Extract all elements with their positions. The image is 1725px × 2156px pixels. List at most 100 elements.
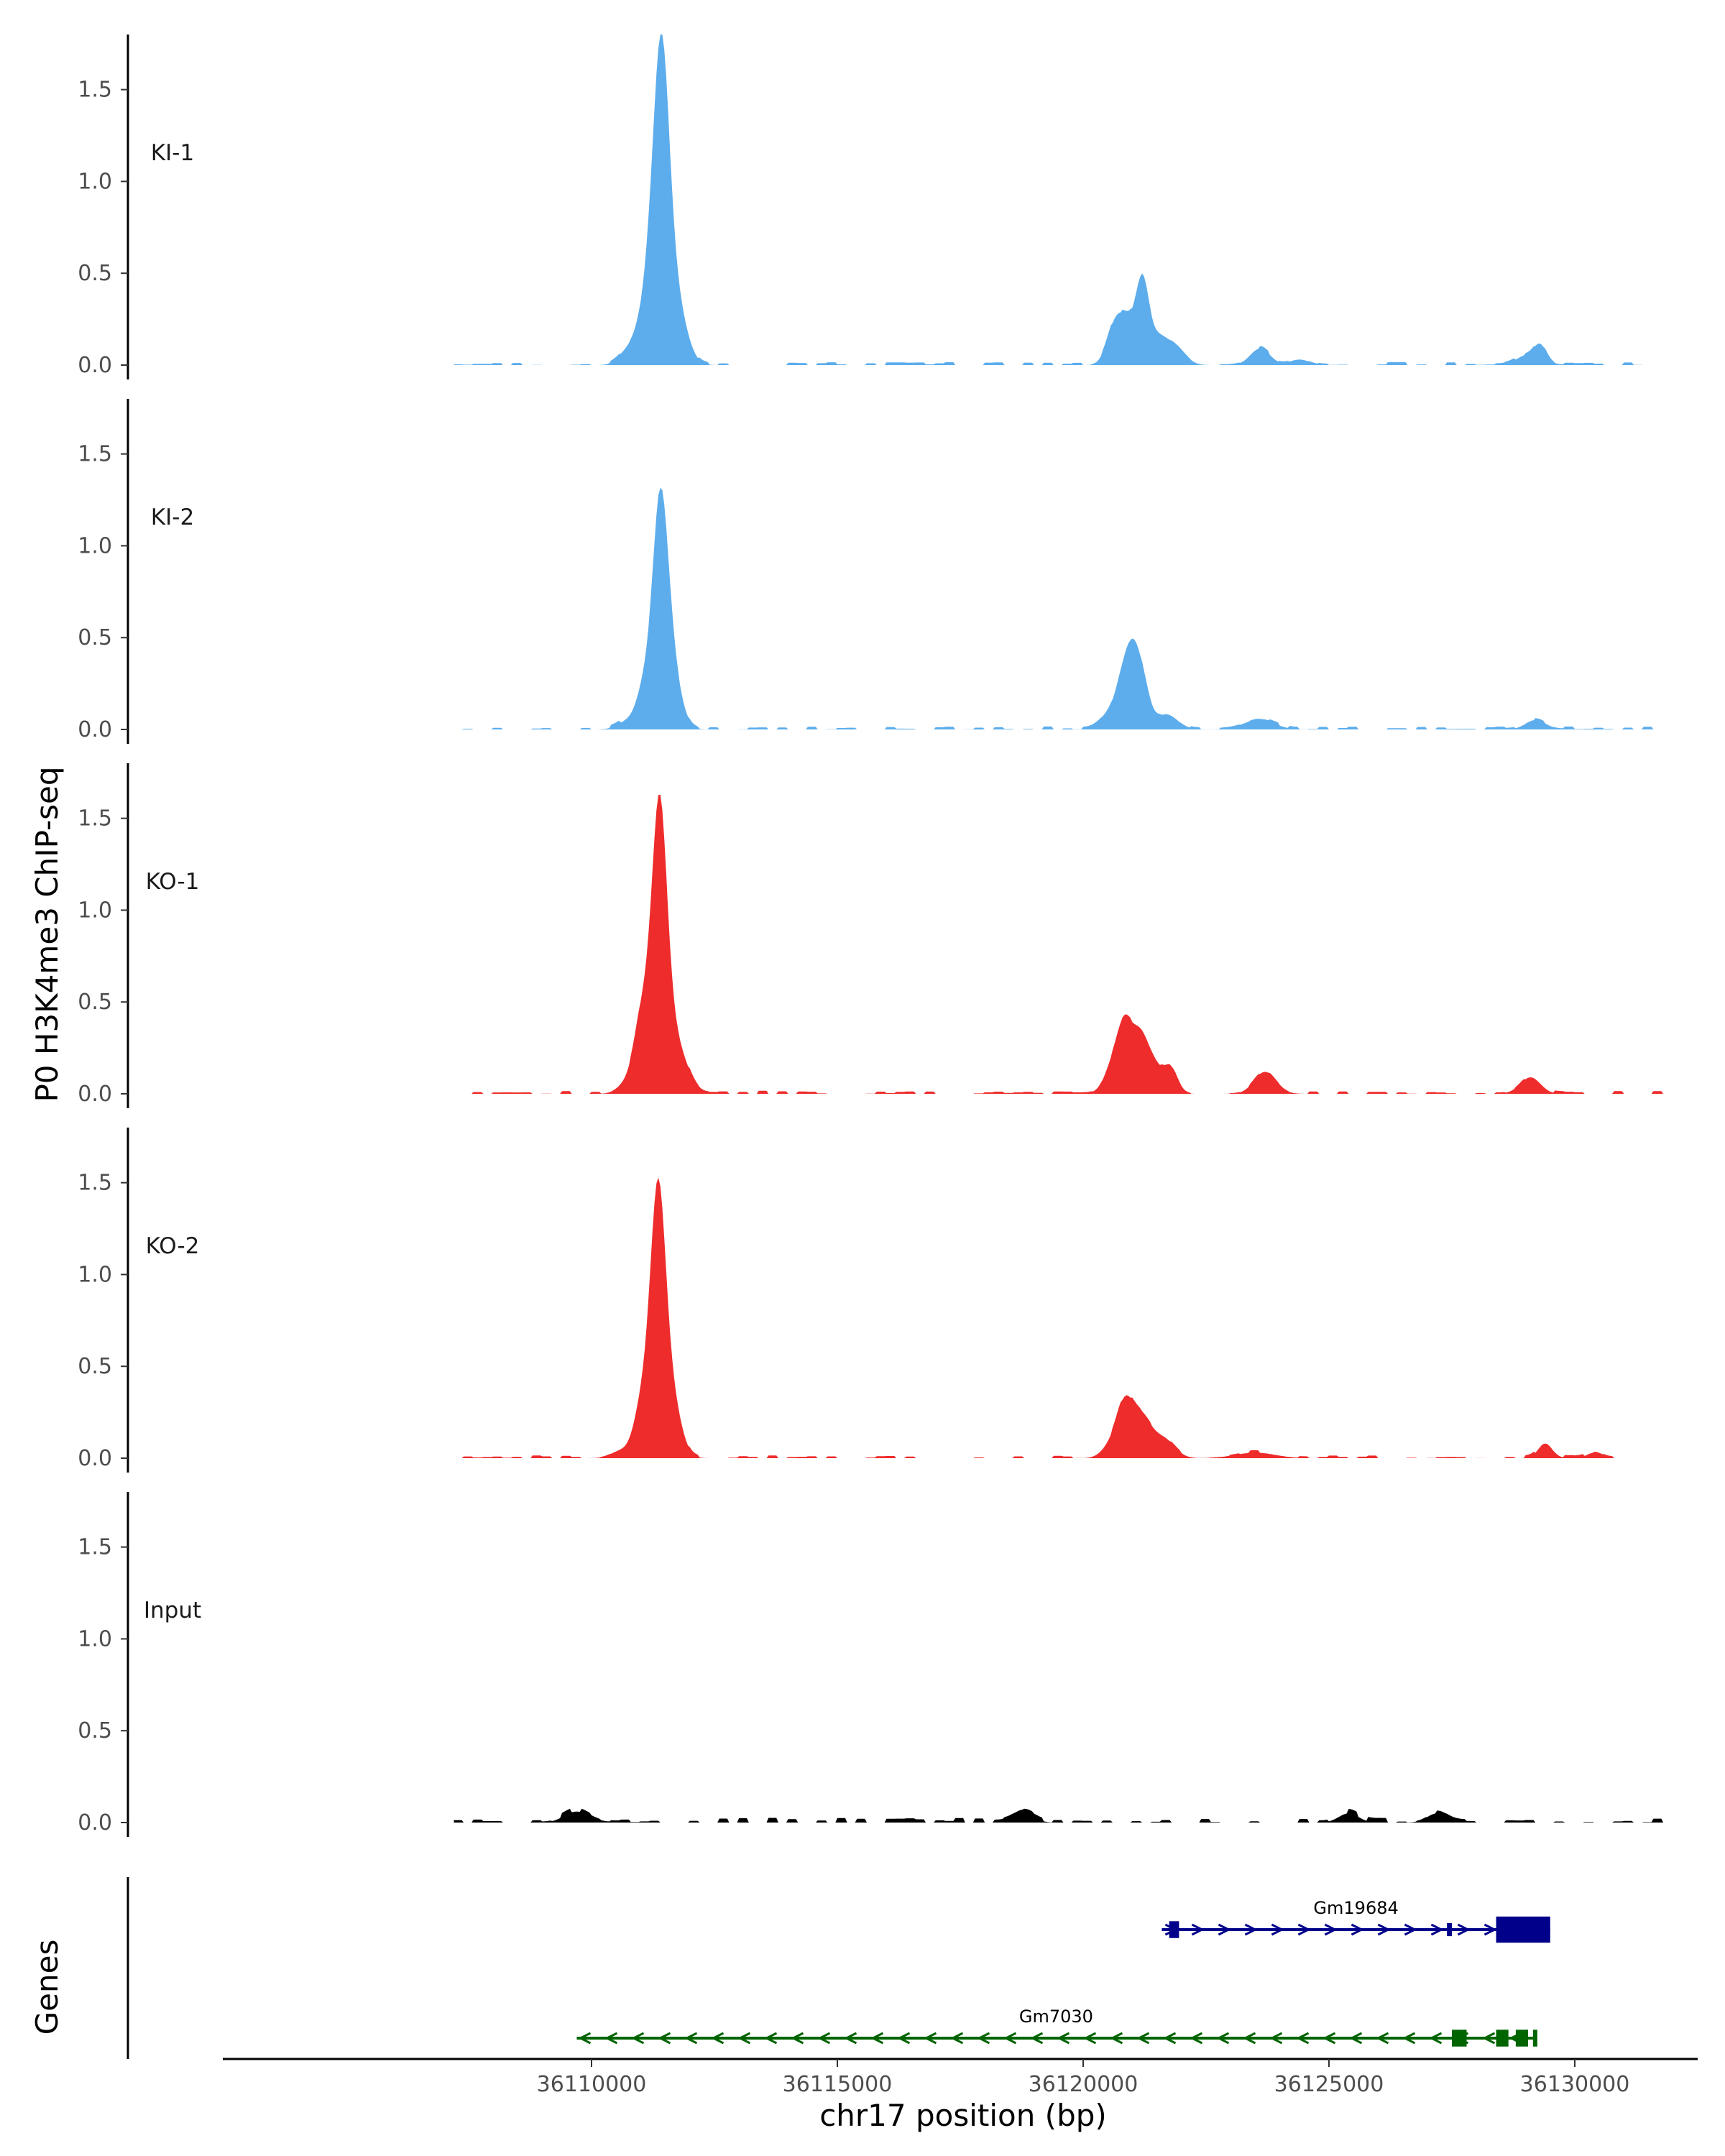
x-axis: 36110000 36115000 36120000 36125000 36130000: [223, 2058, 1698, 2097]
strand-arrow: [844, 2032, 857, 2045]
strand-arrow: [1216, 2032, 1230, 2045]
track-panel-ko-1: 0.0 0.5 1.0 1.5 KO-1: [78, 763, 1664, 1108]
x-tick-label: 36110000: [537, 2072, 647, 2097]
track-label: KI-1: [151, 140, 194, 166]
strand-arrow: [1404, 1923, 1417, 1936]
track-label: KO-2: [146, 1233, 200, 1259]
strand-arrow: [1110, 2032, 1123, 2045]
y-tick-label: 1.5: [78, 442, 112, 467]
y-tick-label: 1.0: [78, 169, 112, 194]
gene-name-label: Gm7030: [1019, 2007, 1093, 2027]
track-label: Input: [144, 1598, 201, 1623]
exon: [1496, 1916, 1550, 1943]
strand-arrow: [1003, 2032, 1017, 2045]
strand-arrow: [1402, 2032, 1416, 2045]
y-tick-label: 1.5: [78, 1171, 112, 1196]
exon: [1169, 1921, 1179, 1938]
strand-arrow: [1083, 2032, 1097, 2045]
y-tick-label: 0.0: [78, 717, 112, 742]
y-tick-label: 0.5: [78, 1354, 112, 1379]
y-tick-label: 0.5: [78, 261, 112, 286]
y-tick-label: 1.5: [78, 78, 112, 103]
y-tick-label: 0.5: [78, 625, 112, 650]
strand-arrow: [1271, 1923, 1284, 1936]
y-tick-label: 0.0: [78, 353, 112, 378]
x-tick-label: 36115000: [783, 2072, 893, 2097]
strand-arrow: [684, 2032, 698, 2045]
y-tick-label: 1.0: [78, 533, 112, 558]
coverage-area: [454, 794, 1664, 1094]
strand-arrow: [578, 2032, 592, 2045]
y-tick-label: 0.0: [78, 1446, 112, 1471]
strand-arrow: [1484, 1923, 1497, 1936]
strand-arrow: [1218, 1923, 1231, 1936]
exon: [1452, 2030, 1467, 2047]
strand-arrow: [791, 2032, 804, 2045]
strand-arrow: [1351, 1923, 1364, 1936]
strand-arrow: [1430, 1923, 1444, 1936]
strand-arrow: [1244, 1923, 1258, 1936]
strand-arrow: [737, 2032, 751, 2045]
strand-arrow: [924, 2032, 937, 2045]
exon: [1532, 2030, 1537, 2047]
strand-arrow: [1322, 2032, 1336, 2045]
strand-arrow: [817, 2032, 831, 2045]
y-tick-label: 1.0: [78, 898, 112, 923]
y-axis-title: P0 H3K4me3 ChIP-seq: [29, 766, 65, 1102]
strand-arrow: [764, 2032, 778, 2045]
coverage-area: [454, 487, 1664, 729]
track-panel-input: 0.0 0.5 1.0 1.5 Input: [78, 1492, 1664, 1837]
strand-arrow: [1296, 2032, 1310, 2045]
strand-arrow: [1324, 1923, 1338, 1936]
strand-arrow: [604, 2032, 618, 2045]
track-label: KO-1: [146, 869, 200, 895]
exon: [1496, 2030, 1509, 2047]
gene-annotation-track: Gm19684 Gm7030: [126, 1877, 1550, 2059]
strand-arrow: [1057, 2032, 1070, 2045]
coverage-area: [454, 1808, 1664, 1823]
strand-arrow: [631, 2032, 645, 2045]
y-tick-label: 1.5: [78, 1535, 112, 1560]
gene-gm19684: Gm19684: [1162, 1898, 1550, 1943]
strand-arrow: [711, 2032, 724, 2045]
y-tick-label: 0.0: [78, 1082, 112, 1107]
y-tick-label: 1.0: [78, 1262, 112, 1287]
y-tick-label: 1.0: [78, 1626, 112, 1651]
track-panel-ki-1: 0.0 0.5 1.0 1.5 KI-1: [78, 34, 1644, 379]
strand-arrow: [1191, 1923, 1205, 1936]
exon: [1515, 2030, 1529, 2047]
y-tick-label: 0.5: [78, 990, 112, 1015]
strand-arrow: [1297, 1923, 1311, 1936]
y-tick-label: 0.5: [78, 1718, 112, 1743]
strand-arrow: [658, 2032, 671, 2045]
x-tick-label: 36130000: [1520, 2072, 1630, 2097]
coverage-area: [454, 34, 1644, 365]
track-panel-ki-2: 0.0 0.5 1.0 1.5 KI-2: [78, 399, 1664, 744]
strand-arrow: [977, 2032, 990, 2045]
strand-arrow: [1376, 2032, 1389, 2045]
strand-arrow: [1457, 1923, 1471, 1936]
strand-arrow: [950, 2032, 964, 2045]
strand-arrow: [1349, 2032, 1363, 2045]
x-tick-label: 36125000: [1274, 2072, 1384, 2097]
strand-arrow: [1243, 2032, 1256, 2045]
strand-arrow: [1482, 2032, 1496, 2045]
strand-arrow: [1377, 1923, 1391, 1936]
strand-arrow: [1429, 2032, 1443, 2045]
strand-arrow: [1136, 2032, 1150, 2045]
genes-track-title: Genes: [29, 1940, 65, 2035]
x-tick-label: 36120000: [1029, 2072, 1138, 2097]
strand-arrow: [870, 2032, 884, 2045]
strand-arrow: [1030, 2032, 1044, 2045]
track-panel-ko-2: 0.0 0.5 1.0 1.5 KO-2: [78, 1128, 1614, 1473]
coverage-tracks: 0.0 0.5 1.0 1.5 KI-1 0.0 0.5 1.0 1.5 KI-2 0.0 0.5 1.…: [78, 34, 1664, 1837]
coverage-area: [454, 1177, 1614, 1458]
y-tick-label: 1.5: [78, 806, 112, 831]
strand-arrow: [1163, 2032, 1177, 2045]
gene-name-label: Gm19684: [1313, 1898, 1398, 1918]
strand-arrow: [1190, 2032, 1203, 2045]
gene-gm7030: Gm7030: [576, 2007, 1537, 2047]
exon: [1447, 1922, 1452, 1937]
y-tick-label: 0.0: [78, 1810, 112, 1835]
